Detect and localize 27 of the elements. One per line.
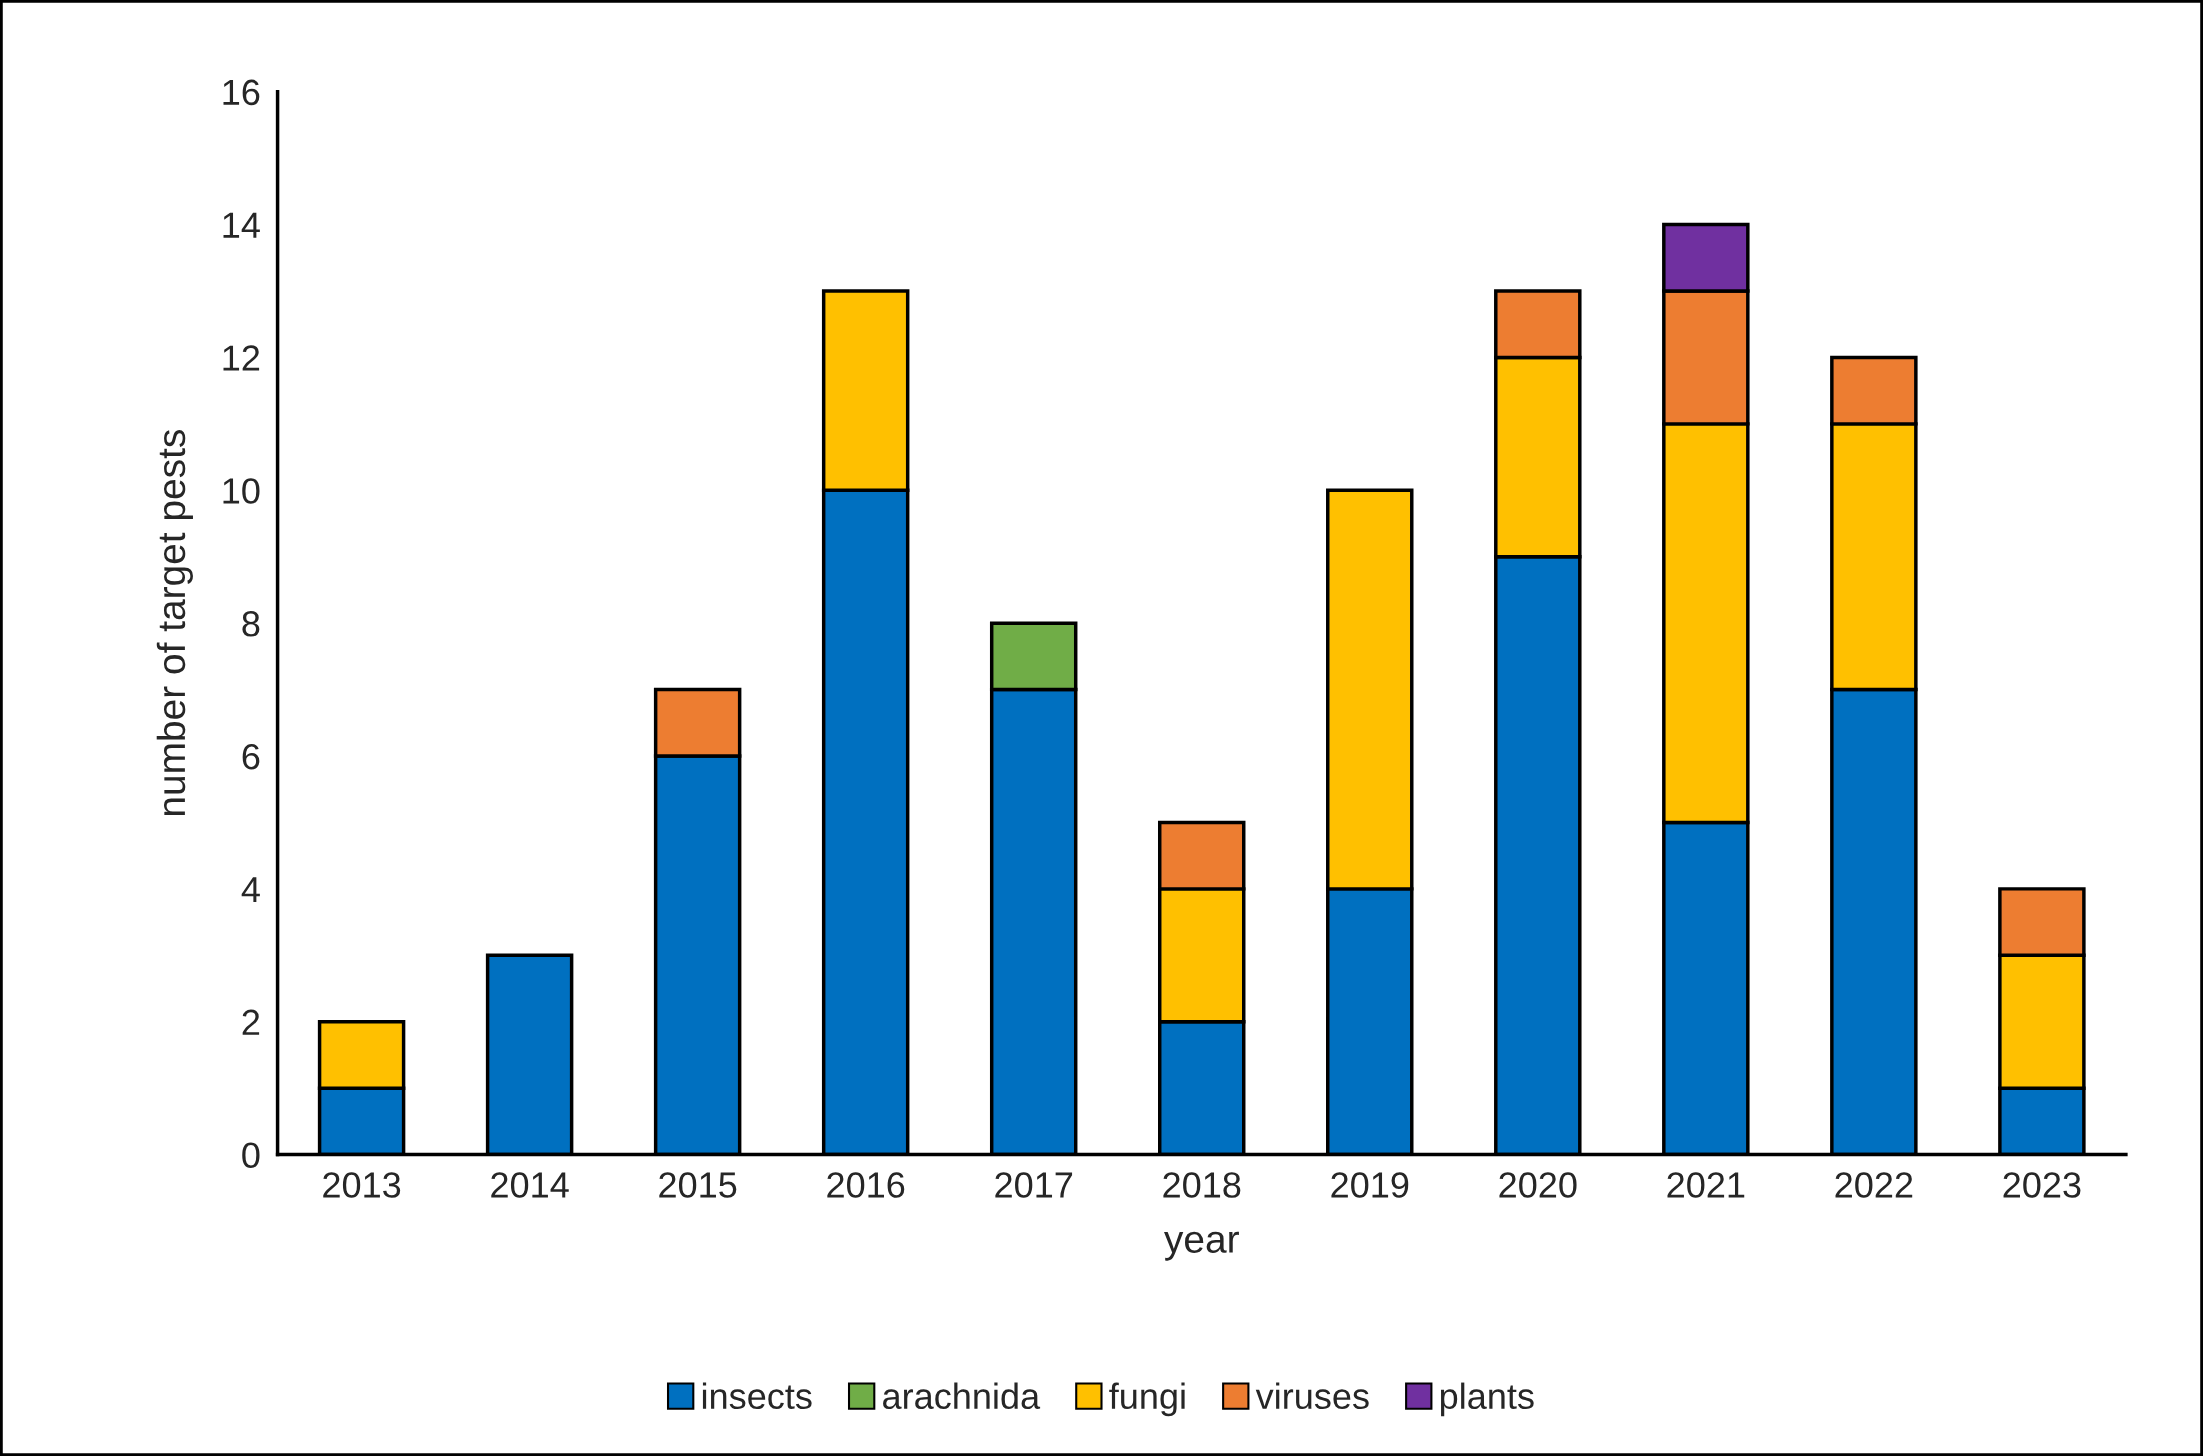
x-tick-label: 2015 — [659, 1172, 737, 1198]
y-tick-label: 0 — [242, 1142, 260, 1169]
x-tick-label: 2013 — [323, 1172, 401, 1198]
x-tick-label: 2023 — [2003, 1172, 2081, 1198]
y-tick-label: 10 — [223, 478, 260, 504]
y-tick-label: 4 — [241, 877, 260, 902]
y-axis-title: number of target pests — [156, 430, 193, 816]
legend-label: viruses — [1255, 1382, 1369, 1410]
legend-label: plants — [1440, 1382, 1534, 1417]
legend-label: fungi — [1109, 1382, 1185, 1417]
x-tick-label: 2017 — [995, 1172, 1073, 1198]
y-tick-label: 6 — [242, 743, 260, 770]
y-tick-label: 12 — [223, 345, 260, 371]
x-axis-title: year — [1164, 1231, 1239, 1261]
x-tick-label: 2020 — [1499, 1172, 1577, 1198]
x-tick-label: 2014 — [491, 1172, 569, 1198]
x-tick-label: 2021 — [1667, 1172, 1745, 1198]
x-tick-label: 2018 — [1163, 1172, 1241, 1198]
y-tick-label: 16 — [223, 79, 260, 106]
x-tick-label: 2022 — [1835, 1172, 1913, 1198]
y-tick-label: 2 — [242, 1009, 260, 1035]
legend-label: arachnida — [883, 1382, 1041, 1410]
y-tick-label: 14 — [223, 212, 260, 238]
legend-label: insects — [702, 1382, 812, 1410]
x-tick-label: 2019 — [1331, 1172, 1409, 1198]
y-tick-label: 8 — [242, 611, 260, 637]
x-tick-label: 2016 — [827, 1172, 905, 1198]
